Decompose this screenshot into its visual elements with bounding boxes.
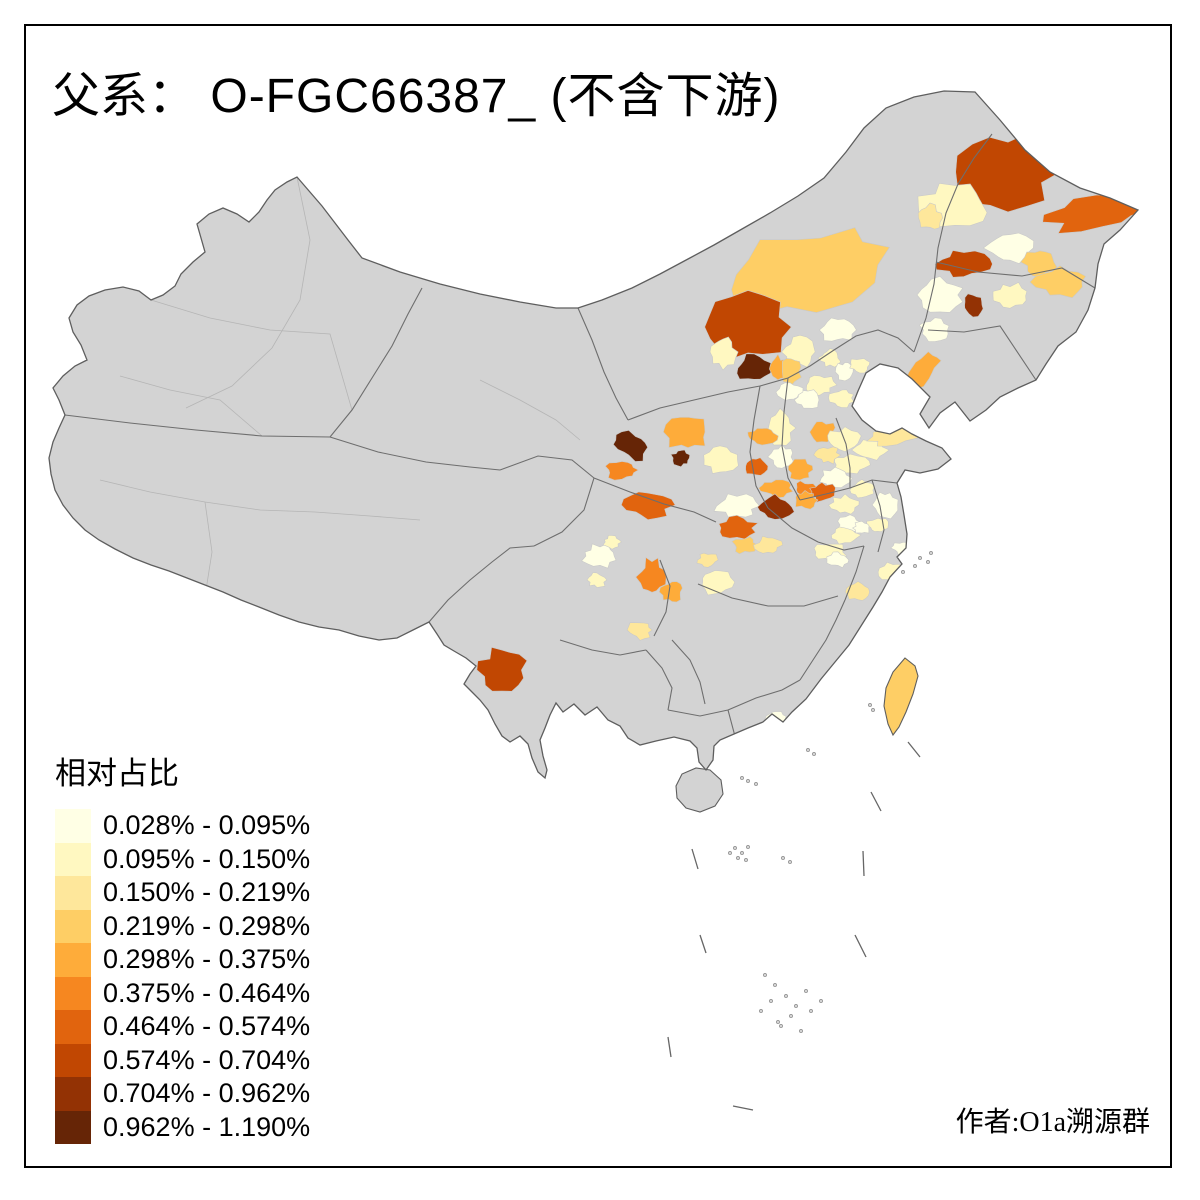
prefecture-region [849,358,871,374]
prefecture-region [819,466,853,489]
legend-label: 0.375% - 0.464% [103,977,311,1008]
legend-item: 0.219% - 0.298% [55,909,311,943]
prefecture-region [775,382,804,401]
province-borders [64,133,1096,765]
legend-swatch [55,909,91,943]
prefecture-region [871,491,899,520]
legend-swatch [55,1010,91,1044]
prefecture-region [813,446,842,465]
prefecture-region [828,389,855,409]
prefecture-region [758,479,794,499]
legend: 相对占比 0.028% - 0.095% 0.095% - 0.150% 0.150… [55,748,310,1144]
prefecture-region [709,336,739,371]
prefecture-region [696,552,719,568]
prefecture-region [826,551,850,569]
prefecture-borders [99,176,581,591]
prefecture-region [745,457,769,476]
legend-label: 0.150% - 0.219% [103,877,311,908]
prefecture-region [849,479,876,499]
legend-swatch [55,842,91,876]
legend-item: 0.095% - 0.150% [55,842,311,876]
legend-swatch [55,1043,91,1077]
hainan-island [676,768,723,812]
legend-swatch [55,809,91,843]
legend-item: 0.375% - 0.464% [55,976,311,1010]
author-credit: 作者:O1a溯源群 [955,1107,1150,1138]
legend-rows: 0.028% - 0.095% 0.095% - 0.150% 0.150% - 0… [55,809,310,1144]
prefecture-region [992,282,1028,309]
legend-swatch [55,1077,91,1111]
legend-label: 0.962% - 1.190% [103,1111,311,1142]
prefecture-region [916,276,964,313]
legend-item: 0.704% - 0.962% [55,1077,310,1111]
prefecture-region [736,353,773,380]
prefecture-region [795,490,819,510]
prefecture-region [626,622,653,641]
prefecture-region [662,416,706,449]
legend-label: 0.028% - 0.095% [103,810,311,841]
hainan-outline [675,767,724,813]
legend-item: 0.574% - 0.704% [55,1043,311,1077]
prefecture-region [747,427,779,446]
prefecture-region [767,444,794,469]
prefecture-region [602,535,623,550]
legend-label: 0.219% - 0.298% [103,910,311,941]
prefecture-region [731,227,890,317]
legend-label: 0.298% - 0.375% [103,944,311,975]
prefecture-region [809,482,836,503]
prefecture-region [604,461,639,481]
legend-item: 0.150% - 0.219% [55,876,310,910]
legend-item: 0.962% - 1.190% [55,1110,311,1144]
prefecture-region [757,493,795,520]
prefecture-region [753,535,784,554]
legend-swatch [55,1110,91,1144]
prefecture-region [635,556,667,593]
legend-item: 0.028% - 0.095% [55,809,310,843]
prefecture-region [834,362,854,382]
prefecture-region [793,389,820,409]
small-islands [728,551,933,1033]
page-title: 父系： O-FGC66387_ (不含下游) [52,56,780,126]
legend-label: 0.464% - 0.574% [103,1011,311,1042]
national-outline [48,90,1140,780]
sea-boundary-dashes [667,741,921,1111]
prefecture-region [918,317,950,342]
taiwan-outline [883,657,919,737]
title-haplogroup: O-FGC66387_ (不含下游) [196,70,781,123]
legend-item: 0.464% - 0.574% [55,1010,310,1044]
title-prefix: 父系： [52,70,197,123]
prefecture-region [934,250,993,278]
prefecture-region [834,453,871,475]
prefecture-region [703,445,739,474]
prefecture-region [817,348,841,368]
legend-label: 0.704% - 0.962% [103,1078,311,1109]
legend-swatch [55,943,91,977]
taiwan-island [884,658,918,735]
prefecture-region [852,520,870,534]
prefecture-region [917,202,943,230]
prefecture-region [844,581,870,601]
prefecture-region [964,293,984,318]
prefecture-region [658,581,683,603]
prefecture-region [731,536,759,555]
legend-item: 0.298% - 0.375% [55,943,310,977]
prefecture-region [782,358,802,387]
legend-label: 0.095% - 0.150% [103,843,311,874]
legend-swatch [55,876,91,910]
prefecture-region [818,317,857,342]
prefecture-region [831,526,862,545]
prefecture-region [620,491,676,521]
legend-label: 0.574% - 0.704% [103,1044,311,1075]
prefecture-region [612,429,649,462]
prefecture-region [476,646,528,692]
prefecture-region [828,493,860,515]
legend-swatch [55,976,91,1010]
prefecture-region [670,449,691,468]
prefecture-region [586,572,608,588]
legend-title: 相对占比 [55,756,179,791]
prefecture-region [713,493,761,518]
prefecture-region [787,458,814,481]
